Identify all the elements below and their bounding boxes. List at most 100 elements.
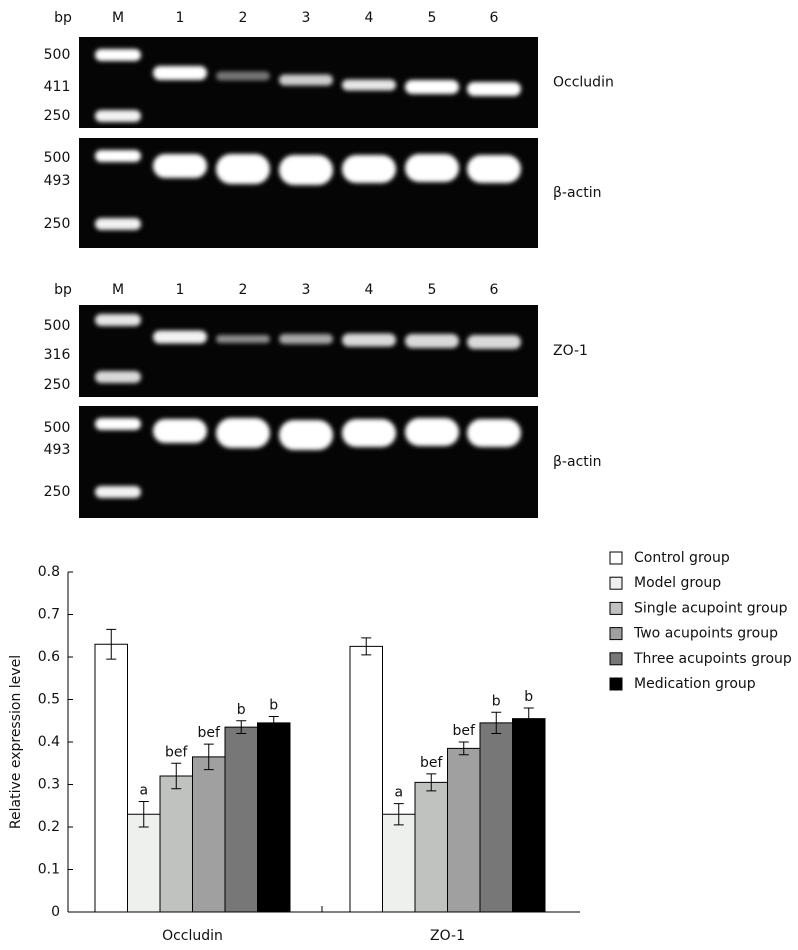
significance-label: bef: [453, 723, 477, 739]
sample-band: [467, 335, 521, 349]
x-tick-label: Occludin: [162, 928, 223, 944]
sample-band: [279, 420, 333, 450]
marker-band: [95, 314, 141, 326]
size-header: bp: [54, 282, 72, 298]
legend-swatch: [609, 601, 623, 615]
lane-label: 6: [490, 282, 499, 298]
gel-row-label: β-actin: [553, 454, 602, 470]
sample-band: [279, 334, 333, 344]
lane-label: M: [112, 10, 124, 26]
size-header: bp: [54, 10, 72, 26]
marker-label: 411: [44, 79, 71, 95]
bar: [257, 722, 291, 913]
bar: [447, 747, 481, 913]
sample-band: [467, 155, 521, 183]
sample-band: [216, 335, 270, 343]
error-bar: [203, 743, 214, 771]
lane-label: 6: [490, 10, 499, 26]
legend-swatch: [609, 652, 623, 666]
sample-band: [153, 419, 207, 443]
lane-label: 4: [365, 10, 374, 26]
significance-label: bef: [420, 755, 444, 771]
significance-label: b: [524, 689, 533, 705]
lane-label: 2: [239, 10, 248, 26]
marker-label: 500: [44, 47, 71, 63]
sample-band: [279, 74, 333, 86]
y-tick-label: 0.1: [38, 862, 60, 878]
lane-label: M: [112, 282, 124, 298]
sample-band: [216, 154, 270, 184]
significance-label: a: [394, 785, 403, 801]
significance-label: b: [269, 698, 278, 714]
error-bar: [236, 720, 247, 734]
error-bar: [523, 707, 534, 730]
y-tick-label: 0: [51, 904, 60, 920]
marker-band: [95, 371, 141, 383]
error-bar: [361, 637, 372, 656]
gel-image: [79, 138, 538, 248]
legend-label: Two acupoints group: [633, 626, 778, 642]
marker-band: [95, 218, 141, 230]
bar: [159, 775, 193, 913]
bar: [94, 643, 128, 913]
lane-label: 5: [428, 282, 437, 298]
bar: [382, 813, 416, 913]
lane-label: 2: [239, 282, 248, 298]
lane-label: 3: [302, 282, 311, 298]
significance-label: b: [237, 702, 246, 718]
sample-band: [467, 419, 521, 447]
sample-band: [342, 419, 396, 447]
marker-label: 500: [44, 150, 71, 166]
lane-label: 4: [365, 282, 374, 298]
y-tick-label: 0.6: [38, 649, 60, 665]
marker-label: 493: [44, 442, 71, 458]
sample-band: [216, 418, 270, 448]
sample-band: [405, 418, 459, 446]
marker-label: 250: [44, 108, 71, 124]
bar: [349, 645, 383, 913]
bar: [512, 718, 546, 913]
legend-label: Medication group: [634, 676, 756, 692]
x-tick-label: ZO-1: [430, 928, 465, 944]
error-bar: [426, 773, 437, 792]
lane-label: 1: [176, 10, 185, 26]
sample-band: [467, 82, 521, 96]
bar: [127, 813, 161, 913]
legend-swatch: [609, 551, 623, 565]
legend-label: Model group: [634, 575, 721, 591]
error-bar: [458, 741, 469, 756]
y-tick-label: 0.3: [38, 777, 60, 793]
y-axis-label: Relative expression level: [8, 655, 24, 829]
marker-label: 250: [44, 484, 71, 500]
bar: [192, 756, 226, 913]
sample-band: [153, 330, 207, 344]
legend-swatch: [609, 677, 623, 691]
sample-band: [342, 79, 396, 91]
marker-label: 316: [44, 347, 71, 363]
error-bar: [393, 803, 404, 826]
marker-label: 250: [44, 377, 71, 393]
marker-band: [95, 150, 141, 162]
gel-row-label: ZO-1: [553, 343, 588, 359]
legend-swatch: [609, 576, 623, 590]
y-tick-label: 0.7: [38, 607, 60, 623]
bar: [224, 726, 258, 913]
sample-band: [405, 334, 459, 348]
marker-band: [95, 418, 141, 430]
marker-band: [95, 110, 141, 122]
sample-band: [216, 71, 270, 81]
marker-label: 493: [44, 173, 71, 189]
error-bar: [491, 711, 502, 734]
bar: [414, 781, 448, 913]
sample-band: [405, 80, 459, 94]
marker-band: [95, 49, 141, 61]
legend-label: Three acupoints group: [633, 651, 792, 667]
sample-band: [153, 66, 207, 80]
legend-label: Single acupoint group: [634, 600, 788, 616]
gel-row-label: Occludin: [553, 75, 614, 91]
y-tick-label: 0.5: [38, 692, 60, 708]
significance-label: a: [139, 783, 148, 799]
sample-band: [342, 333, 396, 347]
gel-row-label: β-actin: [553, 185, 602, 201]
